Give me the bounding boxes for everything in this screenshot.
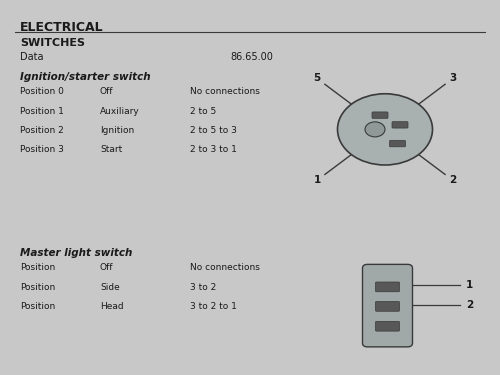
FancyBboxPatch shape (372, 112, 388, 118)
Text: Position: Position (20, 283, 55, 292)
FancyBboxPatch shape (376, 321, 400, 331)
Text: Master light switch: Master light switch (20, 248, 132, 258)
Text: 2: 2 (466, 300, 473, 309)
Circle shape (365, 122, 385, 137)
Text: No connections: No connections (190, 87, 260, 96)
FancyBboxPatch shape (390, 140, 406, 147)
Text: Auxiliary: Auxiliary (100, 106, 140, 116)
FancyBboxPatch shape (362, 264, 412, 347)
Text: Position 2: Position 2 (20, 126, 64, 135)
Text: 5: 5 (314, 74, 320, 84)
Text: Data: Data (20, 53, 44, 63)
Text: Position: Position (20, 302, 55, 311)
Text: 2 to 3 to 1: 2 to 3 to 1 (190, 146, 237, 154)
FancyBboxPatch shape (392, 122, 408, 128)
Text: Position 0: Position 0 (20, 87, 64, 96)
Text: Position: Position (20, 263, 55, 272)
Text: 3 to 2: 3 to 2 (190, 283, 216, 292)
Text: Start: Start (100, 146, 122, 154)
Text: ELECTRICAL: ELECTRICAL (20, 21, 103, 34)
FancyBboxPatch shape (376, 302, 400, 311)
Text: Ignition: Ignition (100, 126, 134, 135)
Text: 2 to 5: 2 to 5 (190, 106, 216, 116)
Text: Side: Side (100, 283, 120, 292)
Text: Off: Off (100, 87, 114, 96)
Text: 3: 3 (450, 74, 456, 84)
FancyBboxPatch shape (376, 282, 400, 292)
Text: 1: 1 (466, 280, 473, 290)
Text: No connections: No connections (190, 263, 260, 272)
Text: Position 3: Position 3 (20, 146, 64, 154)
Text: 2 to 5 to 3: 2 to 5 to 3 (190, 126, 237, 135)
Text: 2: 2 (450, 175, 456, 185)
Bar (0, 0, 500, 45)
Text: Position 1: Position 1 (20, 106, 64, 116)
Circle shape (338, 94, 432, 165)
Text: Head: Head (100, 302, 124, 311)
Text: SWITCHES: SWITCHES (20, 38, 85, 48)
Text: Off: Off (100, 263, 114, 272)
Text: 86.65.00: 86.65.00 (230, 53, 273, 63)
Text: 1: 1 (314, 175, 320, 185)
Text: 3 to 2 to 1: 3 to 2 to 1 (190, 302, 237, 311)
Text: Ignition/starter switch: Ignition/starter switch (20, 72, 150, 82)
